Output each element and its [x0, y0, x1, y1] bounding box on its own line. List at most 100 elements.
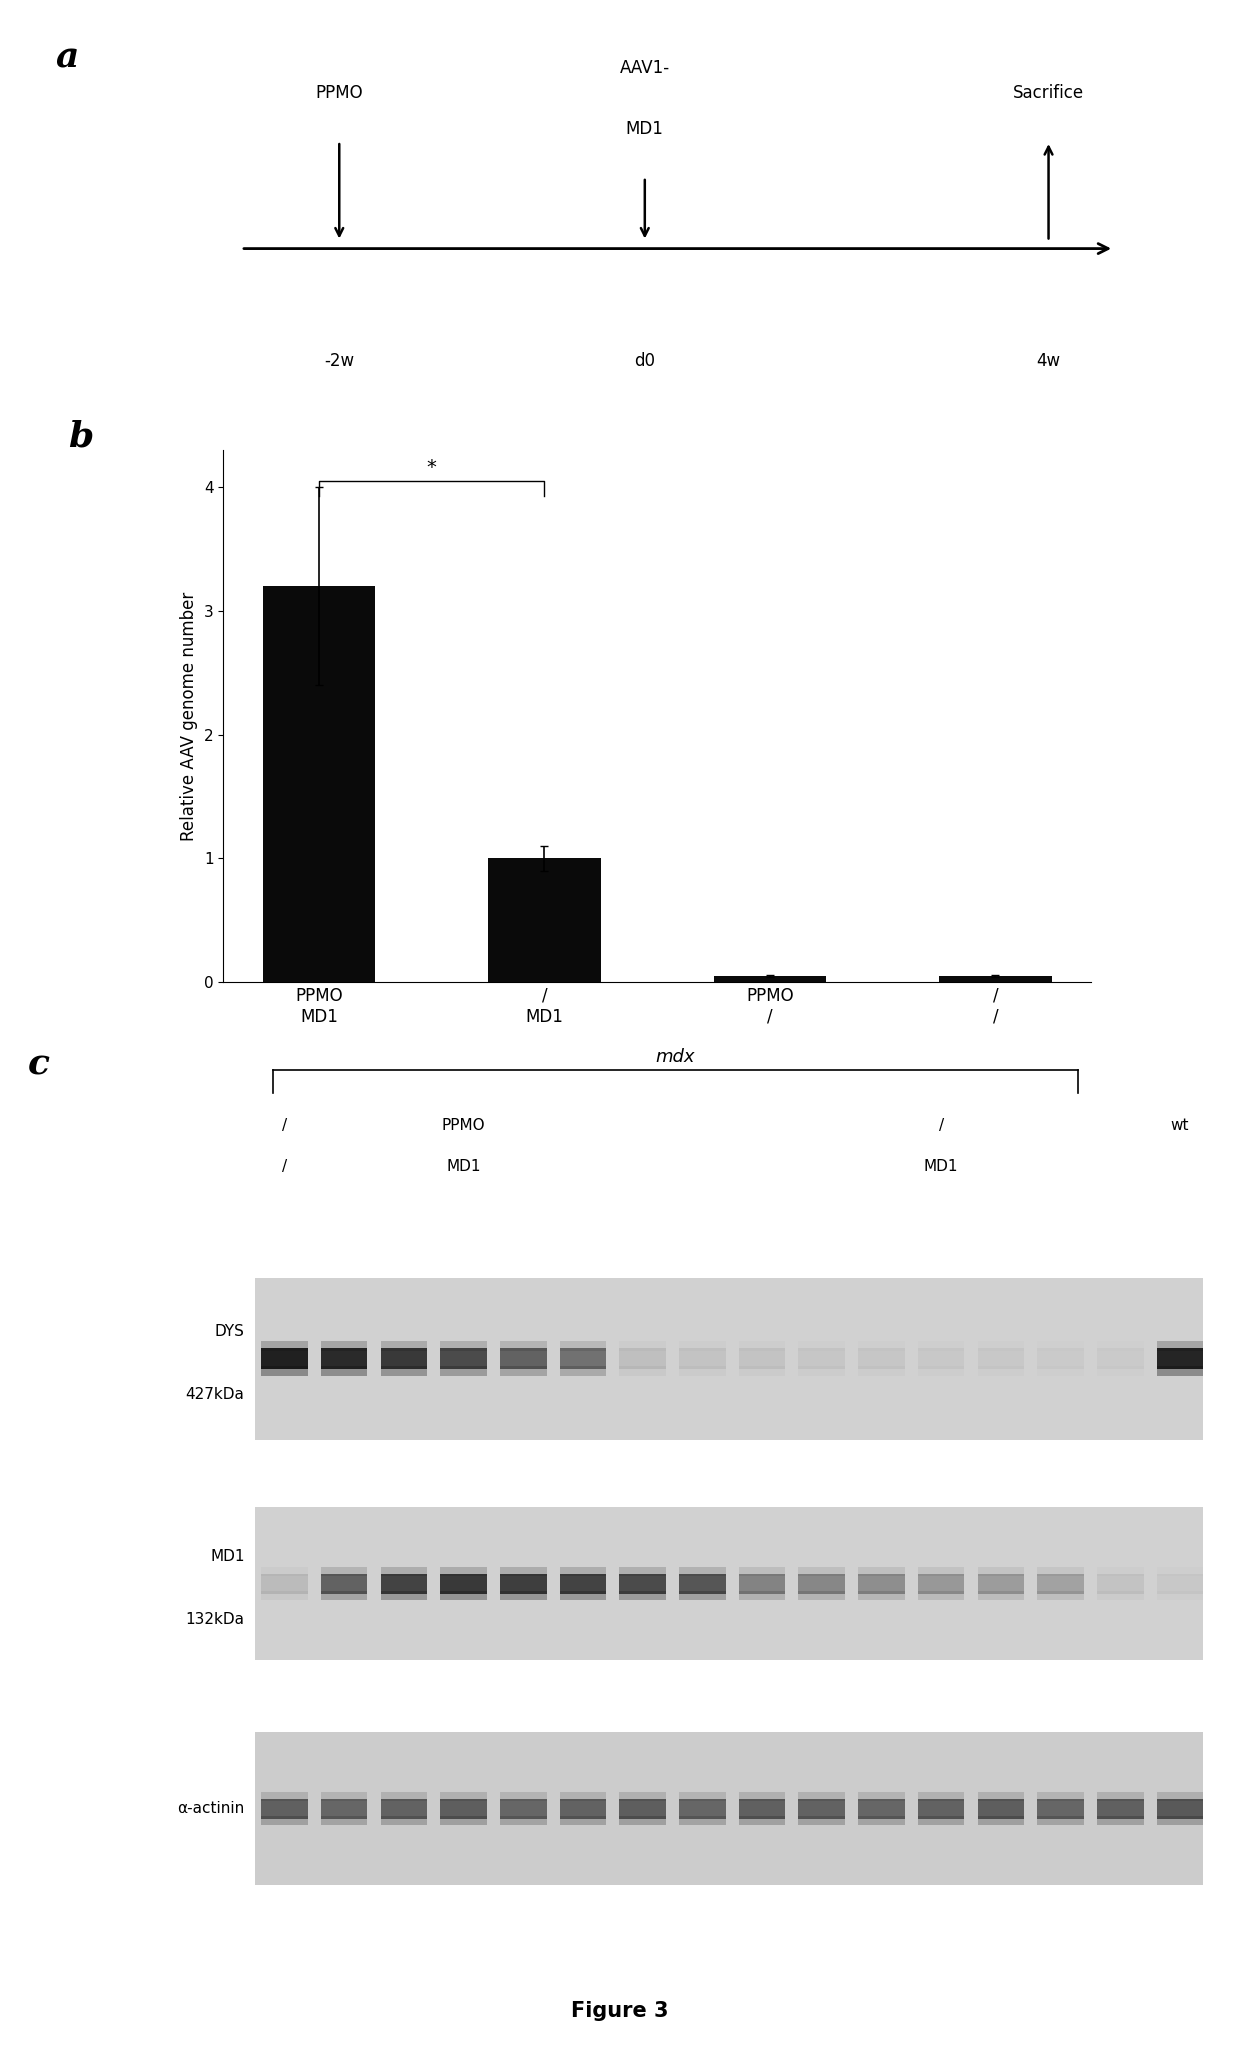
Bar [559, 1367, 606, 1377]
Bar [321, 1592, 367, 1600]
Bar [858, 1592, 905, 1600]
Bar [977, 1798, 1024, 1819]
Bar [918, 1348, 965, 1369]
Bar [1097, 1367, 1143, 1377]
Bar [500, 1567, 547, 1575]
Bar [440, 1798, 487, 1819]
Bar [262, 1798, 308, 1819]
Bar [918, 1592, 965, 1600]
Bar [620, 1592, 666, 1600]
Bar [977, 1592, 1024, 1600]
Bar [321, 1792, 367, 1800]
Bar [321, 1567, 367, 1575]
Bar [1038, 1340, 1084, 1350]
Bar [680, 1340, 725, 1350]
Bar [739, 1792, 785, 1800]
Bar [680, 1348, 725, 1369]
Bar [799, 1567, 844, 1575]
Bar [1038, 1792, 1084, 1800]
Bar [1157, 1567, 1203, 1575]
Bar [262, 1340, 308, 1350]
Bar [1097, 1567, 1143, 1575]
Bar [381, 1798, 427, 1819]
Bar [440, 1340, 487, 1350]
Bar [381, 1348, 427, 1369]
Text: 132kDa: 132kDa [186, 1612, 244, 1627]
Bar [500, 1340, 547, 1350]
Bar [739, 1567, 785, 1575]
Bar [559, 1798, 606, 1819]
Text: -2w: -2w [324, 352, 355, 370]
Bar [977, 1567, 1024, 1575]
Bar [262, 1817, 308, 1825]
Text: MD1: MD1 [626, 119, 663, 137]
Text: 427kDa: 427kDa [186, 1387, 244, 1402]
Bar [977, 1340, 1024, 1350]
Bar [1097, 1798, 1143, 1819]
Bar [262, 1348, 308, 1369]
Y-axis label: Relative AAV genome number: Relative AAV genome number [180, 591, 198, 841]
Text: Figure 3: Figure 3 [572, 2001, 668, 2021]
Bar [918, 1573, 965, 1594]
Bar [1097, 1573, 1143, 1594]
Bar [1038, 1817, 1084, 1825]
Bar [680, 1798, 725, 1819]
Bar [1157, 1817, 1203, 1825]
Bar [620, 1567, 666, 1575]
Bar [500, 1798, 547, 1819]
Bar [321, 1348, 367, 1369]
Bar [858, 1567, 905, 1575]
Bar [739, 1340, 785, 1350]
Text: wt: wt [1171, 1119, 1189, 1133]
Bar [440, 1367, 487, 1377]
Bar [680, 1573, 725, 1594]
Bar [620, 1340, 666, 1350]
Bar [500, 1348, 547, 1369]
Bar [918, 1340, 965, 1350]
Bar [559, 1340, 606, 1350]
Bar [1157, 1367, 1203, 1377]
Bar [381, 1340, 427, 1350]
Text: a: a [56, 41, 79, 76]
Text: Sacrifice: Sacrifice [1013, 84, 1084, 102]
Bar [500, 1792, 547, 1800]
Bar [858, 1798, 905, 1819]
Bar [1038, 1567, 1084, 1575]
Bar [680, 1367, 725, 1377]
Bar [620, 1817, 666, 1825]
Text: AAV1-: AAV1- [620, 59, 670, 78]
Bar [263, 587, 376, 982]
Bar [500, 1367, 547, 1377]
Bar [739, 1367, 785, 1377]
Bar [918, 1817, 965, 1825]
Bar [977, 1573, 1024, 1594]
Bar [939, 976, 1052, 982]
Bar [1157, 1792, 1203, 1800]
Bar [858, 1348, 905, 1369]
Bar [321, 1573, 367, 1594]
Bar [381, 1567, 427, 1575]
Bar [799, 1792, 844, 1800]
Bar [713, 976, 826, 982]
Bar [620, 1798, 666, 1819]
Bar [559, 1592, 606, 1600]
Bar [254, 1508, 1210, 1659]
Bar [799, 1340, 844, 1350]
Bar [918, 1792, 965, 1800]
Bar [262, 1592, 308, 1600]
Bar [918, 1367, 965, 1377]
Bar [799, 1573, 844, 1594]
Bar [321, 1817, 367, 1825]
Bar [440, 1592, 487, 1600]
Bar [799, 1817, 844, 1825]
Bar [739, 1348, 785, 1369]
Text: d0: d0 [635, 352, 655, 370]
Bar [440, 1567, 487, 1575]
Bar [500, 1592, 547, 1600]
Text: DYS: DYS [215, 1324, 244, 1338]
Text: b: b [68, 419, 93, 454]
Bar [620, 1348, 666, 1369]
Text: /: / [281, 1158, 286, 1174]
Bar [977, 1792, 1024, 1800]
Bar [321, 1367, 367, 1377]
